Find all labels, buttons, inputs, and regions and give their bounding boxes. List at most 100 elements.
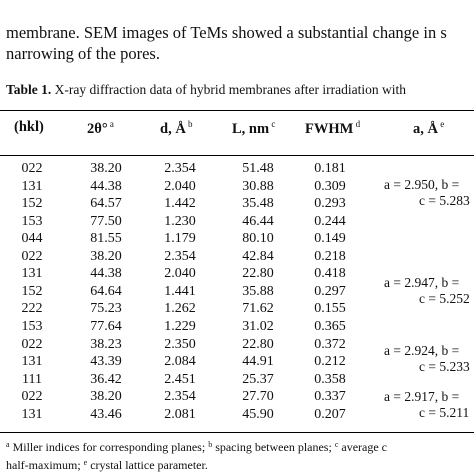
table-bottom-rule xyxy=(0,432,474,433)
cell-d-spacing: 2.451 xyxy=(164,371,196,387)
lattice-group-2-line-1: a = 2.947, b = xyxy=(384,275,460,290)
lattice-group-3-line-2: c = 5.233 xyxy=(419,359,470,374)
lattice-group-1: a = 2.950, b = c = 5.283 xyxy=(384,177,470,209)
cell-hkl: 131 xyxy=(21,266,43,282)
cell-d-spacing: 2.354 xyxy=(164,389,196,405)
cell-two-theta: 44.38 xyxy=(90,178,122,194)
cell-d-spacing: 1.441 xyxy=(164,283,196,299)
cell-hkl: 131 xyxy=(21,178,43,194)
table-caption: Table 1. X-ray diffraction data of hybri… xyxy=(6,82,406,98)
cell-crystallite-size: 71.62 xyxy=(242,301,274,317)
cell-crystallite-size: 22.80 xyxy=(242,266,274,282)
lattice-group-4: a = 2.917, b = c = 5.211 xyxy=(384,389,469,421)
table-caption-label: Table 1. xyxy=(6,82,52,97)
cell-two-theta: 38.20 xyxy=(90,248,122,264)
cell-fwhm: 0.418 xyxy=(314,266,346,282)
cell-fwhm: 0.309 xyxy=(314,178,346,194)
cell-two-theta: 64.57 xyxy=(90,196,122,212)
cell-two-theta: 81.55 xyxy=(90,231,122,247)
cell-hkl: 131 xyxy=(21,354,43,370)
cell-d-spacing: 2.040 xyxy=(164,178,196,194)
lattice-group-1-line-1: a = 2.950, b = xyxy=(384,177,460,192)
cell-d-spacing: 1.229 xyxy=(164,318,196,334)
cell-hkl: 152 xyxy=(21,196,43,212)
cell-d-spacing: 2.350 xyxy=(164,336,196,352)
cell-d-spacing: 2.040 xyxy=(164,266,196,282)
cell-hkl: 153 xyxy=(21,213,43,229)
cell-crystallite-size: 45.90 xyxy=(242,406,274,422)
cell-fwhm: 0.297 xyxy=(314,283,346,299)
lattice-group-1-line-2: c = 5.283 xyxy=(419,193,470,208)
table-top-rule xyxy=(0,110,474,111)
cell-d-spacing: 2.354 xyxy=(164,161,196,176)
cell-crystallite-size: 27.70 xyxy=(242,389,274,405)
body-text: membrane. SEM images of TeMs showed a su… xyxy=(6,22,474,64)
cell-d-spacing: 1.442 xyxy=(164,196,196,212)
cell-two-theta: 38.20 xyxy=(90,389,122,405)
cell-d-spacing: 2.081 xyxy=(164,406,196,422)
cell-crystallite-size: 35.88 xyxy=(242,283,274,299)
cell-crystallite-size: 22.80 xyxy=(242,336,274,352)
cell-fwhm: 0.207 xyxy=(314,406,346,422)
cell-crystallite-size: 80.10 xyxy=(242,231,274,247)
cell-crystallite-size: 42.84 xyxy=(242,248,274,264)
cell-fwhm: 0.244 xyxy=(314,213,346,229)
cell-two-theta: 38.20 xyxy=(90,161,122,176)
cell-crystallite-size: 31.02 xyxy=(242,318,274,334)
cell-hkl: 022 xyxy=(21,336,43,352)
lattice-group-4-line-2: c = 5.211 xyxy=(419,405,470,420)
cell-d-spacing: 1.230 xyxy=(164,213,196,229)
cell-fwhm: 0.358 xyxy=(314,371,346,387)
cell-crystallite-size: 51.48 xyxy=(242,161,274,176)
body-text-line-2: narrowing of the pores. xyxy=(6,44,160,63)
cell-d-spacing: 2.354 xyxy=(164,248,196,264)
cell-fwhm: 0.293 xyxy=(314,196,346,212)
cell-two-theta: 77.50 xyxy=(90,213,122,229)
cell-two-theta: 36.42 xyxy=(90,371,122,387)
header-two-theta: 2θ° a xyxy=(87,119,114,137)
cell-hkl: 111 xyxy=(22,371,42,387)
header-crystallite-size: L, nm c xyxy=(232,119,276,137)
cell-fwhm: 0.218 xyxy=(314,248,346,264)
cell-fwhm: 0.372 xyxy=(314,336,346,352)
cell-fwhm: 0.337 xyxy=(314,389,346,405)
lattice-group-2-line-2: c = 5.252 xyxy=(419,291,470,306)
cell-hkl: 044 xyxy=(21,231,43,247)
cell-two-theta: 43.46 xyxy=(90,406,122,422)
header-d-spacing: d, Å b xyxy=(160,119,193,137)
cell-crystallite-size: 30.88 xyxy=(242,178,274,194)
cell-hkl: 222 xyxy=(21,301,43,317)
cell-two-theta: 75.23 xyxy=(90,301,122,317)
header-lattice-parameter: a, Å e xyxy=(413,119,445,137)
footnote-line-1: a Miller indices for corresponding plane… xyxy=(6,440,388,454)
table-caption-text: X-ray diffraction data of hybrid membran… xyxy=(51,82,407,97)
table-header-rule xyxy=(0,155,474,156)
cell-d-spacing: 2.084 xyxy=(164,354,196,370)
cell-fwhm: 0.155 xyxy=(314,301,346,317)
lattice-group-2: a = 2.947, b = c = 5.252 xyxy=(384,275,470,307)
cell-hkl: 022 xyxy=(21,248,43,264)
cell-fwhm: 0.365 xyxy=(314,318,346,334)
lattice-group-3: a = 2.924, b = c = 5.233 xyxy=(384,343,470,375)
header-hkl: (hkl) xyxy=(14,119,44,135)
cell-two-theta: 64.64 xyxy=(90,283,122,299)
cell-fwhm: 0.149 xyxy=(314,231,346,247)
lattice-group-4-line-1: a = 2.917, b = xyxy=(384,389,460,404)
header-fwhm: FWHM d xyxy=(305,119,361,137)
footnote-line-2: half-maximum; e crystal lattice paramete… xyxy=(6,458,208,472)
cell-hkl: 022 xyxy=(21,389,43,405)
cell-crystallite-size: 46.44 xyxy=(242,213,274,229)
cell-crystallite-size: 25.37 xyxy=(242,371,274,387)
cell-hkl: 131 xyxy=(21,406,43,422)
lattice-group-3-line-1: a = 2.924, b = xyxy=(384,343,460,358)
cell-hkl: 153 xyxy=(21,318,43,334)
cell-hkl: 022 xyxy=(21,161,43,176)
body-text-line-1: membrane. SEM images of TeMs showed a su… xyxy=(6,23,447,42)
cell-two-theta: 44.38 xyxy=(90,266,122,282)
cell-d-spacing: 1.179 xyxy=(164,231,196,247)
cell-two-theta: 77.64 xyxy=(90,318,122,334)
cell-crystallite-size: 44.91 xyxy=(242,354,274,370)
table-footnote: a Miller indices for corresponding plane… xyxy=(6,437,387,473)
cell-two-theta: 38.23 xyxy=(90,336,122,352)
cell-hkl: 152 xyxy=(21,283,43,299)
